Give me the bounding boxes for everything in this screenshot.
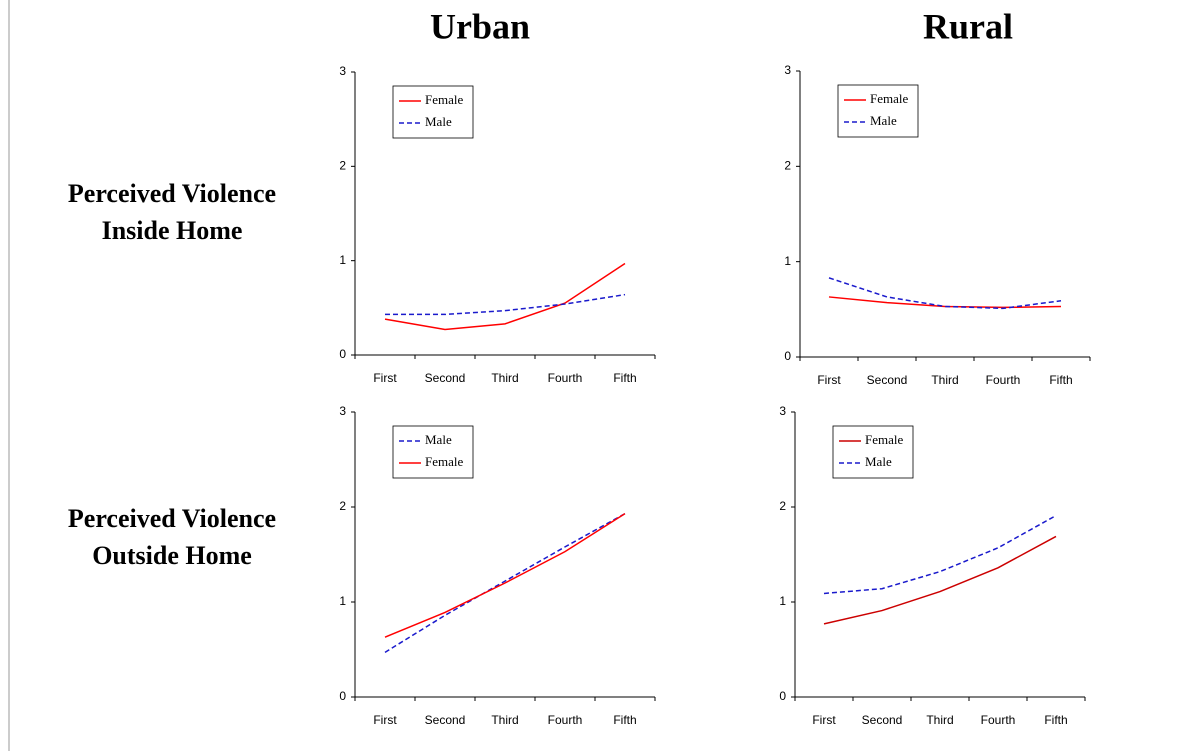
x-tick-label: Fourth [986, 373, 1021, 387]
x-tick-label: Fifth [613, 371, 636, 385]
legend-label: Female [425, 92, 463, 107]
x-tick-label: Second [867, 373, 908, 387]
legend-label: Female [870, 91, 908, 106]
y-tick-label: 2 [339, 499, 346, 513]
x-tick-label: First [373, 371, 397, 385]
legend-label: Male [870, 113, 897, 128]
y-tick-label: 3 [784, 63, 791, 77]
x-tick-label: First [812, 713, 836, 727]
legend-box [837, 84, 919, 138]
y-tick-label: 3 [339, 404, 346, 418]
x-tick-label: Fifth [1044, 713, 1067, 727]
y-tick-label: 1 [779, 594, 786, 608]
x-tick-label: Third [931, 373, 958, 387]
x-tick-label: Third [491, 713, 518, 727]
x-tick-label: Third [491, 371, 518, 385]
x-tick-label: First [817, 373, 841, 387]
y-tick-label: 1 [339, 253, 346, 267]
legend-label: Male [865, 454, 892, 469]
legend-label: Male [425, 114, 452, 129]
y-tick-label: 3 [339, 64, 346, 78]
x-tick-label: Second [862, 713, 903, 727]
legend-box [392, 425, 474, 479]
series-line [384, 513, 626, 638]
x-tick-label: Fifth [613, 713, 636, 727]
x-tick-label: Fourth [548, 371, 583, 385]
x-tick-label: First [373, 713, 397, 727]
y-tick-label: 1 [339, 594, 346, 608]
legend-label: Male [425, 432, 452, 447]
y-tick-label: 0 [779, 689, 786, 703]
x-tick-label: Second [425, 713, 466, 727]
y-tick-label: 0 [339, 347, 346, 361]
legend-box [392, 85, 474, 139]
x-tick-label: Fourth [548, 713, 583, 727]
y-tick-label: 2 [784, 159, 791, 173]
series-line [385, 293, 626, 316]
x-tick-label: Fourth [981, 713, 1016, 727]
y-tick-label: 2 [339, 159, 346, 173]
y-tick-label: 1 [784, 254, 791, 268]
column-title: Rural [923, 6, 1013, 46]
y-tick-label: 3 [779, 404, 786, 418]
x-tick-label: Second [425, 371, 466, 385]
legend-box [832, 425, 914, 479]
y-tick-label: 2 [779, 499, 786, 513]
x-tick-label: Fifth [1049, 373, 1072, 387]
series-line [384, 262, 626, 331]
series-line [823, 535, 1057, 625]
series-line [384, 512, 626, 653]
x-tick-label: Third [926, 713, 953, 727]
series-line [828, 296, 1062, 309]
y-tick-label: 0 [339, 689, 346, 703]
legend-label: Female [865, 432, 903, 447]
row-title: Perceived Violence Inside Home [67, 179, 277, 245]
legend-label: Female [425, 454, 463, 469]
row-title: Perceived Violence Outside Home [67, 504, 277, 570]
series-line [823, 514, 1057, 595]
y-tick-label: 0 [784, 349, 791, 363]
column-title: Urban [430, 6, 530, 46]
series-line [828, 277, 1062, 310]
